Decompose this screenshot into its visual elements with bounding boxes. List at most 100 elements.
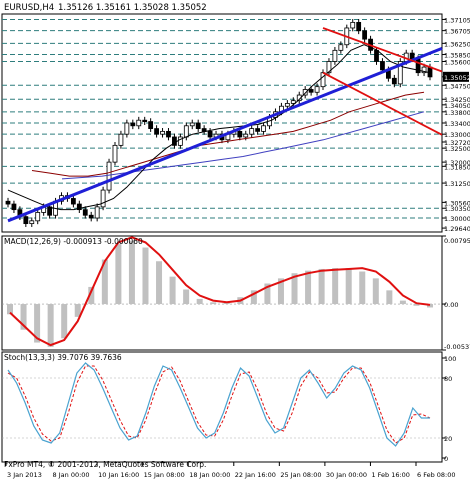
ma-fast-line <box>7 44 431 211</box>
stochastic-title: Stoch(13,3,3) 39.7076 39.7636 <box>4 353 122 362</box>
macd-histogram-bar <box>264 283 271 305</box>
macd-histogram-bar <box>250 290 257 305</box>
candle-body <box>249 128 255 135</box>
candle-body <box>94 206 100 219</box>
macd-tick-label: 0.00 <box>444 301 458 309</box>
candle-body <box>290 100 296 104</box>
macd-histogram-bar <box>196 298 203 305</box>
macd-histogram-bar <box>413 304 420 306</box>
candle-body <box>255 128 261 132</box>
macd-histogram-bar <box>142 247 149 305</box>
candle-body <box>100 189 106 208</box>
macd-histogram-bar <box>169 276 176 305</box>
candle-body <box>23 216 29 225</box>
channel-upper-line <box>322 27 443 73</box>
candle-body <box>409 52 415 60</box>
price-tick-label: 1.29640 <box>444 225 470 233</box>
macd-histogram-bar <box>156 261 163 305</box>
price-tick-label: 1.35600 <box>444 59 470 67</box>
candle-body <box>106 161 112 191</box>
candle-body <box>166 130 171 138</box>
macd-histogram-bar <box>345 268 352 305</box>
macd-histogram-bar <box>427 304 433 308</box>
macd-histogram-bar <box>20 304 27 330</box>
macd-histogram-bar <box>47 304 54 347</box>
candle-body <box>350 21 356 29</box>
price-tick-label: 1.31250 <box>444 180 470 188</box>
candle-body <box>142 119 148 123</box>
candle-body <box>88 214 94 219</box>
copyright-label: FxPro MT4, © 2001-2012, MetaQuotes Softw… <box>4 460 206 469</box>
candle-body <box>11 203 17 211</box>
macd-histogram-bar <box>332 268 339 305</box>
stochastic-tick-label: 20 <box>444 435 452 443</box>
macd-histogram-bar <box>210 302 217 305</box>
candle-body <box>374 49 379 62</box>
time-tick-label: 22 Jan 16:00 <box>235 471 276 479</box>
time-tick-label: 25 Jan 08:00 <box>280 471 321 479</box>
macd-histogram-bar <box>7 304 13 315</box>
candle-body <box>148 121 154 129</box>
time-tick-label: 15 Jan 08:00 <box>144 471 185 479</box>
candle-body <box>314 86 320 93</box>
macd-plot-frame <box>1 235 443 351</box>
price-tick-label: 1.37105 <box>444 16 470 24</box>
candle-body <box>207 130 213 138</box>
candle-body <box>112 144 118 163</box>
candle-body <box>380 61 385 71</box>
price-tick-label: 1.36250 <box>444 40 470 48</box>
price-tick-label: 1.34250 <box>444 96 470 104</box>
candle-body <box>183 125 189 138</box>
candle-body <box>308 89 314 93</box>
price-tick-label: 1.30350 <box>444 205 470 213</box>
price-tick-label: 1.33800 <box>444 109 470 117</box>
time-axis: 3 Jan 2013 8 Jan 00:00 10 Jan 16:00 15 Jan … <box>5 462 456 479</box>
candle-body <box>320 72 326 88</box>
price-tick-label: 1.34050 <box>444 102 470 110</box>
macd-histogram-bar <box>101 259 108 305</box>
macd-histogram-bar <box>277 278 284 305</box>
macd-histogram-bar <box>372 278 379 305</box>
macd-tick-label: 0.00795 <box>444 237 470 245</box>
macd-histogram-bar <box>34 304 41 343</box>
candle-body <box>391 77 397 85</box>
macd-panel: 0.00795 0.00 -0.00537 <box>1 235 470 351</box>
ma-slow-line <box>61 111 425 180</box>
price-tick-label: 1.33400 <box>444 120 470 128</box>
candle-body <box>29 220 35 225</box>
time-tick-label: 6 Feb 08:00 <box>417 471 456 479</box>
macd-histogram-bar <box>318 268 325 305</box>
time-tick-label: 18 Jan 00:00 <box>189 471 230 479</box>
candle-body <box>195 122 201 129</box>
time-tick-label: 10 Jan 16:00 <box>98 471 139 479</box>
candle-body <box>237 130 243 138</box>
candle-body <box>136 119 142 127</box>
stochastic-plot-frame <box>1 351 443 463</box>
channel-lower-line <box>322 71 443 136</box>
stochastic-signal-line <box>7 365 431 444</box>
macd-histogram-bar <box>305 270 312 305</box>
price-tick-label: 1.35850 <box>444 52 470 60</box>
ohlc-label: 1.35126 1.35161 1.35028 1.35052 <box>58 3 207 13</box>
price-tick-label: 1.31850 <box>444 163 470 171</box>
candle-body <box>397 61 403 85</box>
macd-histogram-bar <box>74 304 81 317</box>
price-tick-label: 1.36705 <box>444 28 470 36</box>
time-tick-label: 8 Jan 00:00 <box>53 471 90 479</box>
candle-body <box>338 44 344 51</box>
stochastic-panel: 100 80 20 0 <box>1 351 456 463</box>
macd-histogram-bar <box>115 244 122 305</box>
stochastic-main-line <box>7 362 430 447</box>
price-tick-label: 1.30000 <box>444 215 470 223</box>
price-tick-label: 1.33000 <box>444 131 470 139</box>
macd-tick-label: -0.00537 <box>444 343 470 351</box>
price-tick-label: 1.30560 <box>444 199 470 207</box>
time-tick-label: 3 Jan 2013 <box>7 471 42 479</box>
macd-histogram-bar <box>291 273 298 305</box>
candle-body <box>284 103 290 107</box>
current-price-label: 1.35052 <box>444 74 470 82</box>
candle-body <box>70 198 76 205</box>
candle-body <box>326 61 332 74</box>
